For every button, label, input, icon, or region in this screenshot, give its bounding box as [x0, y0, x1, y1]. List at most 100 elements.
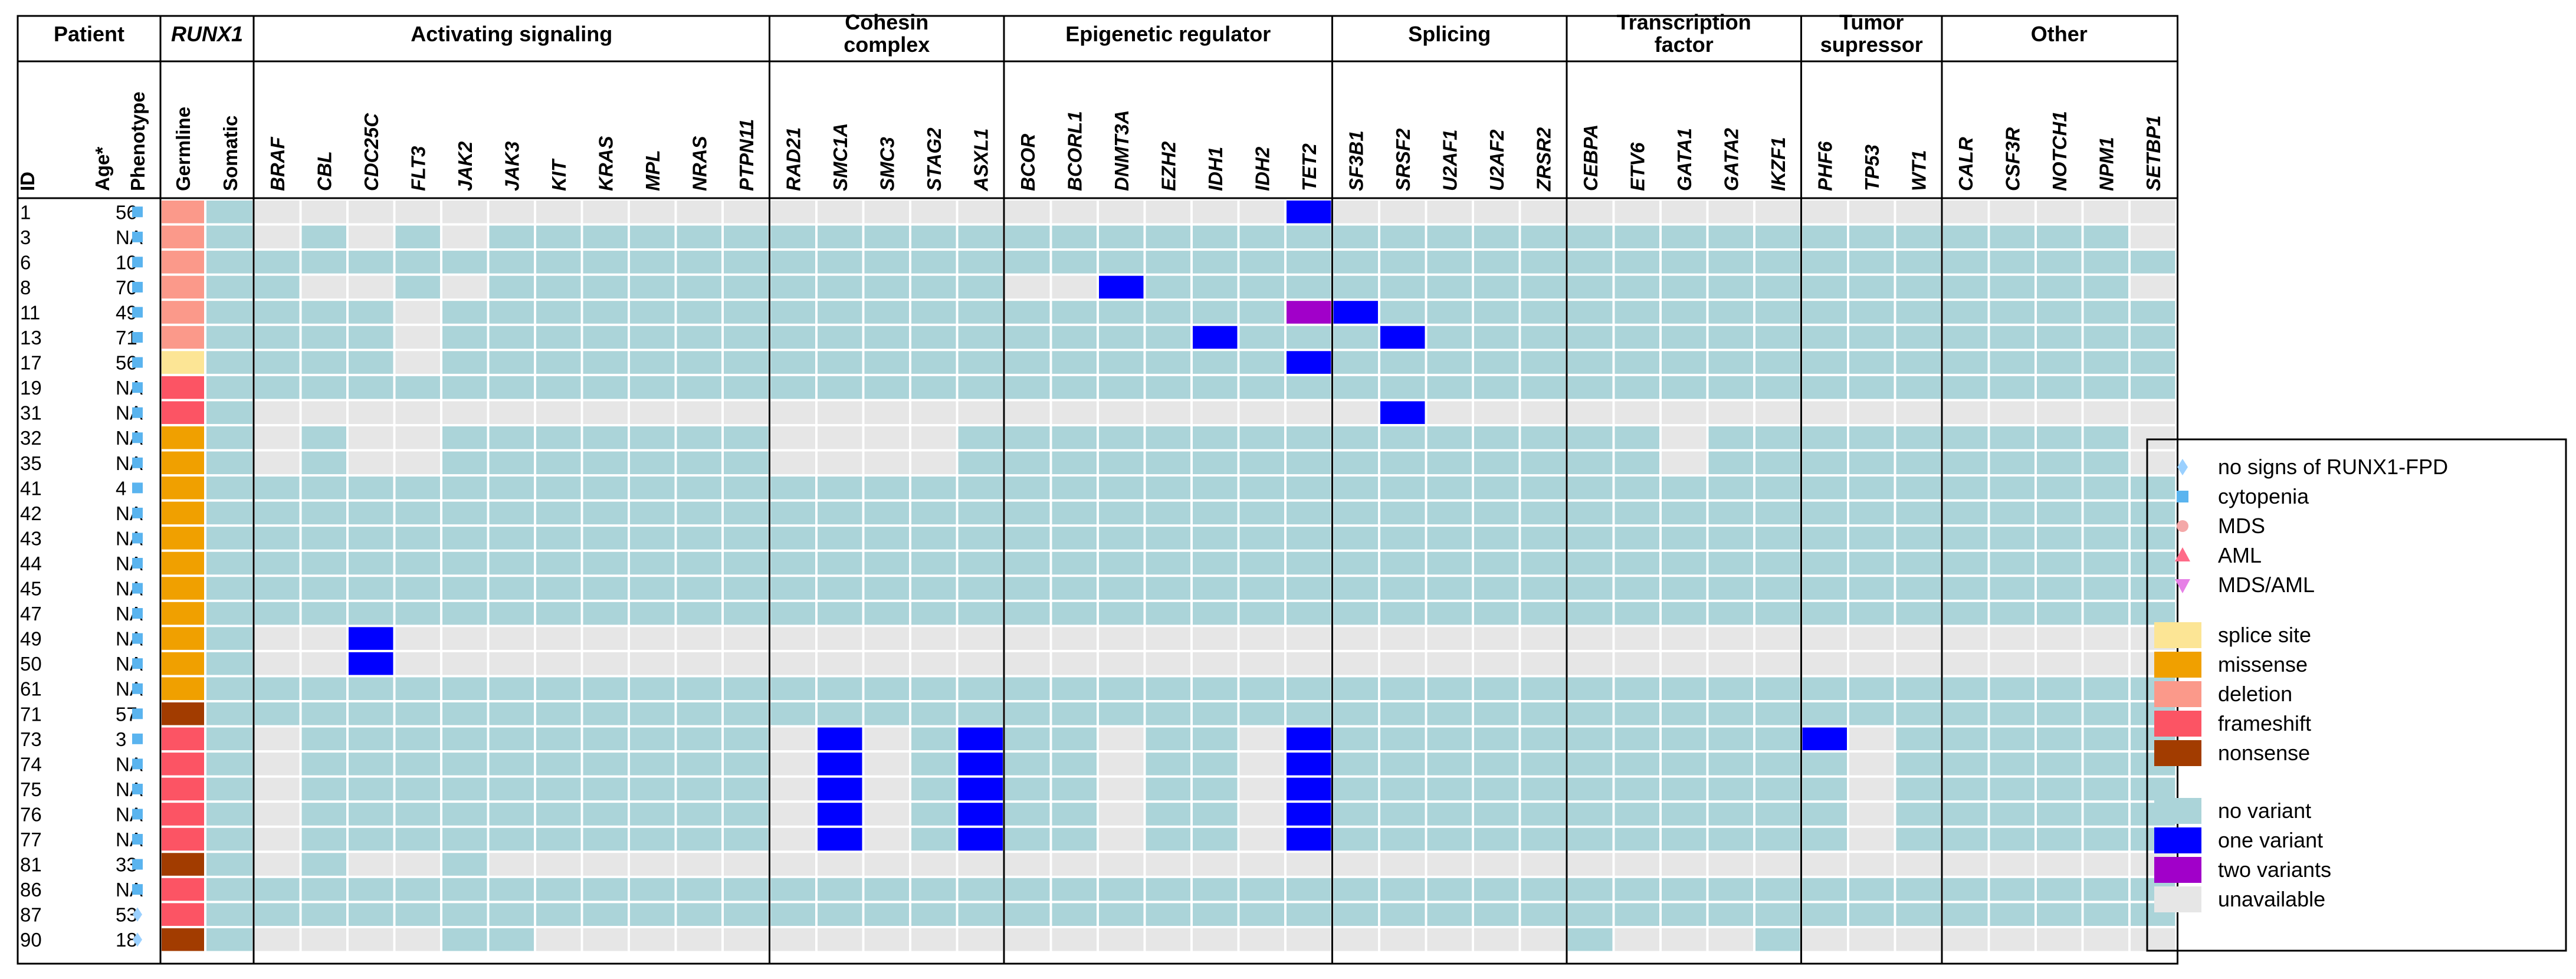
heatmap-cell-bcor	[1005, 225, 1050, 249]
heatmap-cell-jak3	[489, 652, 534, 675]
heatmap-cell-setbp1	[2131, 401, 2175, 424]
heatmap-cell-kit	[536, 903, 581, 926]
heatmap-cell-setbp1	[2131, 451, 2175, 475]
heatmap-cell-idh2	[1239, 201, 1284, 224]
heatmap-cell-cdc25c	[349, 827, 393, 851]
heatmap-cell-wt1	[1896, 527, 1941, 550]
heatmap-cell-braf	[255, 501, 300, 525]
heatmap-cell-cebpa	[1568, 401, 1613, 424]
heatmap-cell-cebpa	[1568, 878, 1613, 901]
heatmap-cell-idh1	[1193, 577, 1238, 600]
heatmap-cell-etv6	[1614, 401, 1659, 424]
heatmap-cell-bcor	[1005, 251, 1050, 274]
heatmap-cell-cdc25c	[349, 301, 393, 324]
heatmap-cell-stag2	[911, 753, 956, 776]
heatmap-cell-braf	[255, 702, 300, 725]
heatmap-cell-npm1	[2083, 827, 2128, 851]
heatmap-cell-stag2	[911, 351, 956, 374]
heatmap-cell-smc3	[864, 827, 909, 851]
heatmap-cell-notch1	[2037, 376, 2082, 399]
heatmap-cell-etv6	[1614, 753, 1659, 776]
heatmap-cell-tet2	[1287, 326, 1331, 349]
heatmap-cell-kras	[583, 853, 628, 876]
heatmap-cell-idh1	[1193, 326, 1238, 349]
heatmap-cell-notch1	[2037, 602, 2082, 625]
heatmap-cell-u2af1	[1427, 401, 1472, 424]
heatmap-cell-cebpa	[1568, 301, 1613, 324]
gene-column-label-srsf2: SRSF2	[1392, 128, 1414, 191]
heatmap-cell-asxl1	[958, 401, 1003, 424]
heatmap-cell-notch1	[2037, 677, 2082, 700]
gene-column-label-nras: NRAS	[688, 136, 710, 191]
heatmap-cell-zrsr2	[1521, 551, 1566, 575]
heatmap-cell-zrsr2	[1521, 426, 1566, 449]
heatmap-cell-u2af1	[1427, 225, 1472, 249]
heatmap-cell-smc1a	[818, 753, 862, 776]
gene-group-header: Activating signaling	[411, 22, 612, 46]
heatmap-cell-jak2	[442, 827, 487, 851]
heatmap-cell-gata2	[1708, 827, 1753, 851]
heatmap-cell-sf3b1	[1333, 702, 1378, 725]
heatmap-cell-srsf2	[1380, 753, 1425, 776]
heatmap-cell-ezh2	[1146, 677, 1190, 700]
heatmap-cell-cbl	[301, 501, 346, 525]
heatmap-cell-kras	[583, 702, 628, 725]
heatmap-cell-kras	[583, 376, 628, 399]
heatmap-cell-braf	[255, 527, 300, 550]
heatmap-cell-etv6	[1614, 451, 1659, 475]
heatmap-cell-cebpa	[1568, 727, 1613, 751]
heatmap-cell-cebpa	[1568, 577, 1613, 600]
heatmap-cell-rad21	[770, 577, 815, 600]
heatmap-cell-stag2	[911, 426, 956, 449]
heatmap-cell-idh2	[1239, 376, 1284, 399]
heatmap-cell-calr	[1943, 251, 1988, 274]
heatmap-cell-rad21	[770, 225, 815, 249]
heatmap-cell-wt1	[1896, 803, 1941, 826]
heatmap-cell-dnmt3a	[1099, 501, 1144, 525]
heatmap-cell-ptpn11	[724, 853, 769, 876]
heatmap-cell-ezh2	[1146, 275, 1190, 299]
heatmap-cell-idh2	[1239, 577, 1284, 600]
heatmap-cell-ikzf1	[1755, 225, 1800, 249]
heatmap-cell-gata2	[1708, 652, 1753, 675]
patient-id-label: 61	[20, 678, 42, 700]
heatmap-cell-kras	[583, 627, 628, 650]
heatmap-cell-u2af1	[1427, 827, 1472, 851]
heatmap-cell-etv6	[1614, 275, 1659, 299]
patient-id-label: 75	[20, 778, 42, 800]
phenotype-cytopenia-marker	[132, 884, 143, 895]
heatmap-cell-dnmt3a	[1099, 803, 1144, 826]
heatmap-cell-dnmt3a	[1099, 426, 1144, 449]
heatmap-cell-cebpa	[1568, 602, 1613, 625]
heatmap-cell-phf6	[1802, 753, 1847, 776]
heatmap-cell-csf3r	[1990, 275, 2034, 299]
heatmap-cell-wt1	[1896, 727, 1941, 751]
heatmap-cell-kit	[536, 702, 581, 725]
heatmap-cell-cdc25c	[349, 477, 393, 500]
heatmap-cell-flt3	[395, 602, 440, 625]
heatmap-cell-cbl	[301, 577, 346, 600]
heatmap-cell-rad21	[770, 326, 815, 349]
heatmap-cell-csf3r	[1990, 827, 2034, 851]
heatmap-cell-zrsr2	[1521, 201, 1566, 224]
heatmap-cell-jak3	[489, 753, 534, 776]
heatmap-cell-dnmt3a	[1099, 351, 1144, 374]
heatmap-cell-bcorl1	[1052, 853, 1097, 876]
germline-cell-frameshift	[162, 803, 204, 826]
heatmap-cell-jak2	[442, 903, 487, 926]
heatmap-cell-bcorl1	[1052, 451, 1097, 475]
heatmap-cell-cdc25c	[349, 401, 393, 424]
heatmap-cell-cbl	[301, 652, 346, 675]
heatmap-cell-setbp1	[2131, 225, 2175, 249]
heatmap-cell-npm1	[2083, 401, 2128, 424]
heatmap-cell-calr	[1943, 401, 1988, 424]
heatmap-cell-nras	[677, 903, 721, 926]
heatmap-cell-kit	[536, 853, 581, 876]
heatmap-cell-gata2	[1708, 677, 1753, 700]
legend-label-mds-aml: MDS/AML	[2218, 573, 2315, 597]
heatmap-cell-idh2	[1239, 527, 1284, 550]
heatmap-cell-jak3	[489, 777, 534, 801]
heatmap-cell-srsf2	[1380, 201, 1425, 224]
heatmap-cell-csf3r	[1990, 351, 2034, 374]
heatmap-cell-gata2	[1708, 878, 1753, 901]
